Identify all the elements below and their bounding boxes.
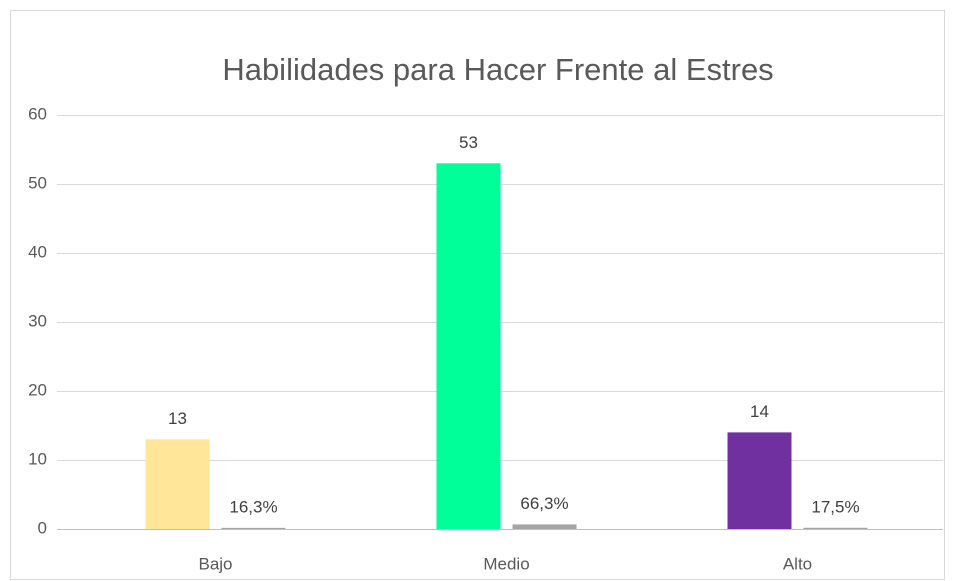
y-tick-label: 40 — [28, 242, 47, 261]
bar — [436, 163, 501, 530]
x-tick-label: Bajo — [198, 554, 232, 573]
y-tick-label: 10 — [28, 449, 47, 468]
x-tick-label: Medio — [483, 554, 529, 573]
data-label: 14 — [750, 402, 769, 421]
bar — [803, 527, 868, 529]
y-tick-label: 50 — [28, 173, 47, 192]
y-tick-label: 20 — [28, 380, 47, 399]
y-tick-label: 0 — [38, 518, 47, 537]
data-label: 66,3% — [520, 494, 568, 513]
bar — [727, 432, 792, 529]
data-label: 17,5% — [811, 497, 859, 516]
chart-title: Habilidades para Hacer Frente al Estres — [222, 52, 773, 87]
y-tick-label: 60 — [28, 104, 47, 123]
bar — [221, 527, 286, 529]
data-label: 16,3% — [229, 497, 277, 516]
y-tick-label: 30 — [28, 311, 47, 330]
bar — [145, 439, 210, 529]
data-label: 13 — [168, 409, 187, 428]
x-tick-label: Alto — [783, 554, 812, 573]
data-label: 53 — [459, 133, 478, 152]
bar — [512, 524, 577, 529]
